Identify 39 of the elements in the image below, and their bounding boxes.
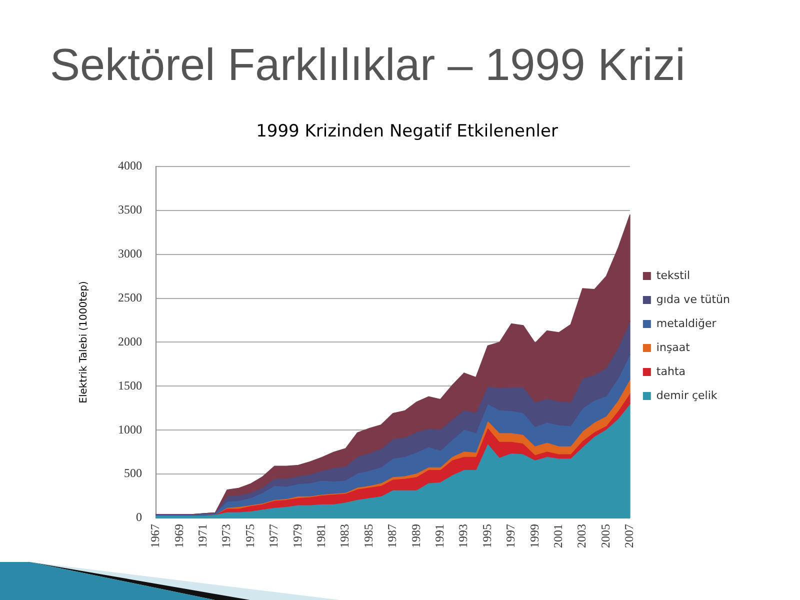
y-axis-title: Elektrik Talebi (1000tep) xyxy=(78,280,90,404)
x-tick-label: 1979 xyxy=(290,524,304,548)
legend-label: demir çelik xyxy=(656,388,718,402)
x-tick-label: 1999 xyxy=(527,524,542,548)
legend-label: metaldiğer xyxy=(656,316,717,330)
x-tick-label: 2001 xyxy=(550,524,565,548)
y-tick-label: 3500 xyxy=(118,202,142,217)
y-tick-label: 2500 xyxy=(118,290,142,304)
x-tick-label: 1969 xyxy=(172,524,186,548)
x-tick-label: 2007 xyxy=(622,524,636,548)
y-tick-label: 2000 xyxy=(118,334,142,348)
y-tick-label: 500 xyxy=(124,466,142,480)
y-tick-label: 4000 xyxy=(118,158,142,173)
x-tick-label: 1971 xyxy=(196,524,210,548)
x-tick-label: 1993 xyxy=(456,524,470,548)
x-tick-label: 1973 xyxy=(219,524,234,548)
x-tick-label: 2003 xyxy=(574,524,589,548)
legend-label: gıda ve tütün xyxy=(656,292,730,306)
legend-label: tekstil xyxy=(656,268,690,282)
x-tick-label: 2005 xyxy=(598,524,612,548)
x-tick-label: 1991 xyxy=(432,524,447,548)
legend-label: tahta xyxy=(656,364,686,378)
x-tick-label: 1995 xyxy=(480,524,494,548)
x-tick-label: 1985 xyxy=(361,524,376,548)
y-tick-label: 1500 xyxy=(118,378,142,392)
x-tick-label: 1981 xyxy=(314,524,328,548)
x-tick-label: 1977 xyxy=(266,524,281,548)
y-tick-label: 1000 xyxy=(118,422,142,436)
chart-subtitle: 1999 Krizinden Negatif Etkilenenler xyxy=(256,122,558,142)
x-tick-label: 1989 xyxy=(408,524,423,548)
chart-title: Sektörel Farklılıklar – 1999 Krizi xyxy=(50,38,686,92)
y-tick-label: 3000 xyxy=(118,246,142,260)
x-tick-label: 1983 xyxy=(338,524,352,548)
y-tick-label: 0 xyxy=(136,510,142,524)
legend-label: inşaat xyxy=(656,340,691,354)
x-tick-label: 1967 xyxy=(148,524,162,548)
x-tick-label: 1997 xyxy=(504,524,518,548)
x-tick-label: 1975 xyxy=(242,524,257,548)
x-tick-label: 1987 xyxy=(385,524,400,548)
